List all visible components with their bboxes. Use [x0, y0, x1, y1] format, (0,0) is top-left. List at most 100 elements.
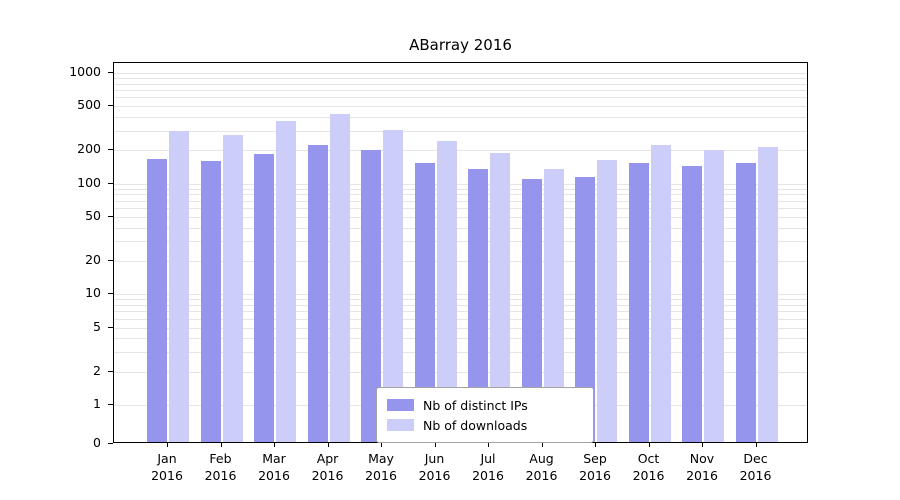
gridline [114, 208, 807, 210]
gridline [114, 338, 807, 340]
x-tick-mark [541, 443, 543, 447]
bar-distinct-ips-sep [575, 177, 595, 442]
gridline [114, 183, 807, 185]
legend: Nb of distinct IPs Nb of downloads [376, 387, 594, 443]
x-tick-label: Sep 2016 [579, 451, 611, 483]
x-tick-mark [434, 443, 436, 447]
gridline [114, 188, 807, 190]
x-tick-mark [648, 443, 650, 447]
bar-distinct-ips-jan [147, 159, 167, 442]
y-tick-mark [108, 215, 113, 217]
y-tick-label: 1 [93, 396, 101, 411]
legend-item-downloads: Nb of downloads [387, 415, 583, 435]
gridline [114, 72, 807, 74]
x-tick-label: Oct 2016 [632, 451, 665, 483]
bar-distinct-ips-feb [200, 161, 221, 442]
plot-area: Nb of distinct IPs Nb of downloads [113, 62, 808, 443]
x-tick-mark [488, 443, 489, 447]
bar-downloads-dec [757, 147, 778, 442]
gridline [114, 311, 807, 313]
gridline [114, 299, 807, 301]
bar-downloads-oct [650, 144, 671, 442]
gridline [114, 216, 807, 218]
y-tick-label: 0 [93, 435, 101, 450]
x-tick-mark [220, 443, 222, 447]
x-tick-label: Aug 2016 [525, 451, 558, 483]
gridline [114, 318, 807, 320]
bar-distinct-ips-dec [735, 162, 756, 442]
bar-downloads-jun [436, 140, 457, 442]
gridline [114, 241, 807, 243]
bar-downloads-feb [222, 134, 243, 442]
legend-label-distinct-ips: Nb of distinct IPs [423, 397, 528, 413]
x-tick-label: Dec 2016 [739, 451, 772, 483]
x-tick-label: Mar 2016 [258, 451, 290, 483]
y-tick-mark [108, 404, 113, 405]
x-tick-mark [167, 443, 168, 447]
gridline [114, 305, 807, 307]
gridline [114, 130, 807, 132]
gridline [114, 116, 807, 118]
x-tick-label: Feb 2016 [204, 451, 237, 483]
y-tick-mark [108, 182, 113, 184]
x-tick-label: Jul 2016 [472, 451, 504, 483]
bar-distinct-ips-jul [468, 169, 488, 442]
legend-item-distinct-ips: Nb of distinct IPs [387, 395, 583, 415]
x-tick-label: May 2016 [365, 451, 397, 483]
bar-distinct-ips-nov [682, 166, 702, 442]
gridline [114, 260, 807, 262]
gridline [114, 327, 807, 329]
x-tick-mark [595, 443, 596, 447]
gridline [114, 106, 807, 108]
bar-downloads-may [383, 129, 403, 442]
legend-swatch-downloads [387, 419, 414, 431]
y-tick-mark [108, 105, 113, 107]
gridline [114, 294, 807, 296]
y-tick-mark [108, 149, 113, 151]
gridline [114, 97, 807, 99]
bar-downloads-sep [597, 159, 617, 442]
y-tick-mark [108, 443, 113, 444]
bar-distinct-ips-mar [254, 153, 274, 442]
gridline [114, 371, 807, 373]
bar-downloads-jan [169, 131, 189, 442]
x-tick-mark [274, 443, 275, 447]
y-tick-label: 500 [77, 97, 101, 113]
y-tick-label: 1000 [69, 63, 101, 79]
y-tick-label: 50 [85, 207, 101, 223]
y-tick-label: 100 [77, 174, 101, 190]
x-tick-label: Jan 2016 [151, 451, 183, 483]
bar-distinct-ips-may [361, 149, 381, 442]
legend-swatch-distinct-ips [387, 399, 414, 411]
gridline [114, 83, 807, 85]
legend-label-downloads: Nb of downloads [423, 417, 528, 433]
gridline [114, 200, 807, 202]
y-tick-mark [108, 259, 113, 261]
gridline [114, 227, 807, 229]
x-tick-label: Apr 2016 [311, 451, 344, 483]
x-tick-mark [755, 443, 757, 447]
y-tick-mark [108, 293, 113, 295]
x-axis: Jan 2016 Feb 2016 Mar 2016 Apr 2016 May 2016 Jun 20… [113, 443, 808, 495]
gridline [114, 352, 807, 354]
x-tick-mark [381, 443, 382, 447]
gridline [114, 77, 807, 79]
bar-downloads-aug [543, 169, 564, 442]
y-axis: 0 1 2 5 10 20 50 100 200 500 1000 [0, 62, 113, 450]
y-tick-mark [108, 326, 113, 328]
bar-downloads-jul [490, 152, 510, 442]
bar-downloads-mar [276, 120, 296, 442]
gridline [114, 90, 807, 92]
y-tick-mark [108, 370, 113, 372]
y-tick-mark [108, 71, 113, 73]
x-tick-mark [327, 443, 329, 447]
x-tick-label: Jun 2016 [418, 451, 451, 483]
bar-downloads-nov [704, 150, 724, 442]
bar-distinct-ips-oct [628, 162, 649, 442]
gridline [114, 150, 807, 152]
bar-downloads-apr [329, 113, 350, 442]
chart-title: ABarray 2016 [409, 36, 512, 54]
y-tick-label: 200 [77, 141, 101, 157]
bar-distinct-ips-jun [414, 162, 435, 442]
